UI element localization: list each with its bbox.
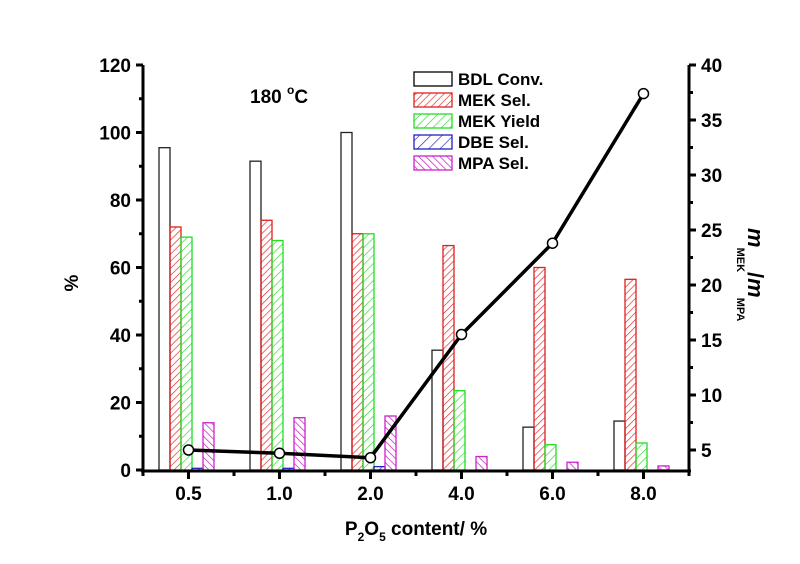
bar (249, 160, 262, 471)
y2-tick-label: 10 (701, 386, 722, 407)
bar (613, 420, 626, 471)
x-axis-label: P2O5 content/ % (345, 519, 487, 544)
bar (453, 390, 466, 471)
y2-label-slash: / (743, 272, 768, 278)
bar (624, 278, 637, 471)
bar-series-mek-sel (169, 219, 637, 471)
bar (202, 422, 215, 471)
y-tick-label: 100 (99, 124, 131, 145)
x-label-o: O (364, 519, 379, 540)
ratio-point (182, 444, 195, 456)
x-label-sub2: 5 (379, 530, 386, 544)
legend-swatch (413, 92, 453, 108)
legend: BDL Conv. MEK Sel. MEK Yield DBE Sel. MPA Se… (413, 70, 543, 173)
legend-swatch (413, 155, 453, 171)
x-label-sub1: 2 (358, 530, 365, 544)
y2-tick-label: 5 (701, 441, 712, 462)
legend-swatch (413, 113, 453, 129)
left-y-ticks: 0 20 40 60 80 100 120 (99, 56, 143, 482)
y2-tick-label: 20 (701, 276, 722, 297)
bar (475, 455, 488, 471)
y2-tick-label: 25 (701, 221, 723, 242)
legend-item: BDL Conv. (413, 70, 543, 89)
legend-label: DBE Sel. (458, 133, 529, 152)
bar (340, 131, 353, 471)
x-label-p: P (345, 519, 358, 540)
temperature-annotation: 180 oC (250, 83, 308, 108)
y2-label-m2: m (743, 278, 768, 298)
bar (362, 233, 375, 471)
bar (544, 444, 557, 471)
annotation-degree: o (287, 83, 294, 97)
y2-axis-label: mMEK/mMPA (734, 228, 768, 321)
bar (566, 461, 579, 471)
y-tick-label: 80 (110, 191, 131, 212)
legend-swatch (413, 71, 453, 87)
x-tick-label: 4.0 (448, 484, 474, 505)
bar (373, 465, 386, 471)
y2-label-sub1: MEK (734, 248, 746, 273)
x-tick-label: 6.0 (539, 484, 565, 505)
y-tick-label: 120 (99, 56, 131, 77)
bars-layer (158, 131, 670, 471)
bar (271, 239, 284, 471)
bar (158, 147, 171, 471)
y2-tick-label: 15 (701, 331, 723, 352)
x-tick-label: 2.0 (357, 484, 383, 505)
ratio-point (273, 447, 286, 460)
legend-swatch (413, 134, 453, 150)
y-tick-label: 40 (110, 326, 131, 347)
y-tick-label: 20 (110, 394, 131, 415)
ratio-line-layer (182, 87, 650, 464)
x-ticks: 0.5 1.0 2.0 4.0 6.0 8.0 (141, 471, 691, 505)
ratio-point (364, 451, 377, 464)
bar (351, 233, 364, 471)
bar (657, 465, 670, 471)
x-tick-label: 8.0 (630, 484, 656, 505)
y2-tick-label: 40 (701, 56, 722, 77)
bar-series-mek-yield (180, 233, 648, 471)
bar (260, 219, 273, 471)
legend-label: MPA Sel. (458, 154, 529, 173)
bar (522, 426, 535, 471)
right-y-ticks: 5 10 15 20 25 30 35 40 (689, 56, 723, 462)
x-label-rest: content/ % (386, 519, 487, 540)
legend-item: MPA Sel. (413, 154, 529, 173)
ratio-point (546, 237, 559, 249)
x-tick-label: 1.0 (266, 484, 292, 505)
bar (635, 442, 648, 471)
y-tick-label: 60 (110, 259, 131, 280)
bar (169, 226, 182, 471)
legend-label: MEK Yield (458, 112, 540, 131)
annotation-value: 180 (250, 87, 287, 108)
y2-tick-label: 30 (701, 166, 722, 187)
ratio-point (455, 328, 468, 341)
x-tick-label: 0.5 (175, 484, 202, 505)
legend-label: MEK Sel. (458, 91, 531, 110)
bar (180, 236, 193, 471)
bar (293, 417, 306, 471)
y2-label-m1: m (743, 228, 768, 248)
y2-tick-label: 35 (701, 111, 723, 132)
legend-item: DBE Sel. (413, 133, 529, 152)
y2-label-sub2: MPA (734, 298, 746, 322)
ratio-line (188, 92, 645, 460)
annotation-unit: C (294, 87, 308, 108)
legend-label: BDL Conv. (458, 70, 543, 89)
legend-item: MEK Yield (413, 112, 540, 131)
legend-item: MEK Sel. (413, 91, 531, 110)
bar (533, 266, 546, 471)
ratio-point (637, 87, 650, 100)
y-tick-label: 0 (120, 461, 131, 482)
y-axis-label: % (62, 274, 83, 291)
